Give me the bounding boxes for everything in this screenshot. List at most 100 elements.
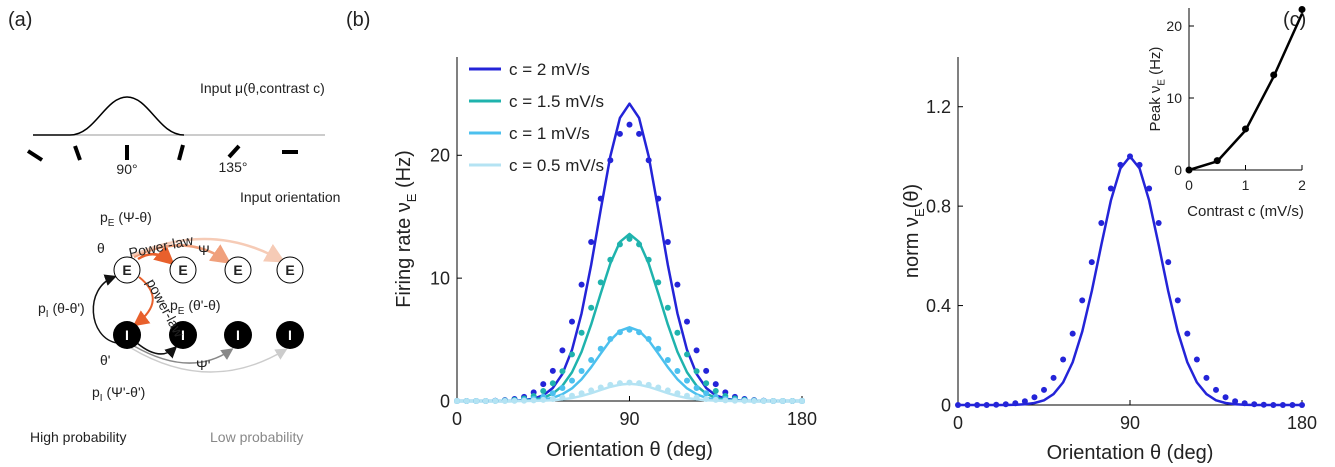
input-orientation-label: Input orientation [240, 189, 340, 205]
node-label: I [125, 327, 129, 343]
data-point [1232, 398, 1239, 405]
data-point [1079, 297, 1086, 304]
data-point [607, 335, 614, 342]
orientation-bars [26, 144, 298, 162]
tick-label: 90° [116, 161, 137, 177]
input-bump [33, 96, 185, 136]
data-point [588, 239, 595, 246]
data-point [578, 329, 585, 336]
data-point [1298, 5, 1306, 13]
data-point [1127, 153, 1133, 160]
angle-label: Ψ [198, 242, 210, 258]
data-point [1031, 394, 1038, 401]
data-point [674, 390, 681, 397]
data-point [655, 195, 662, 202]
angle-label: Ψ' [196, 357, 210, 373]
y-tick-label: 0 [941, 395, 951, 415]
data-point [1299, 402, 1305, 408]
y-tick-label: 1.2 [926, 97, 951, 117]
data-point [1060, 356, 1067, 363]
data-point [626, 235, 633, 242]
data-point [626, 121, 633, 128]
e-node [113, 256, 141, 284]
data-point [703, 396, 710, 403]
label-part: norm ν [901, 217, 923, 278]
label-part: p [92, 384, 100, 400]
data-point [703, 367, 710, 374]
series-line [958, 155, 1302, 407]
data-point [1117, 161, 1124, 168]
label-part: (Ψ'-θ') [103, 384, 146, 400]
y-tick-label: 20 [1166, 18, 1182, 34]
data-point [549, 390, 556, 397]
data-point [789, 398, 796, 404]
data-point [1041, 386, 1047, 393]
data-point [1050, 374, 1057, 381]
data-point [674, 281, 681, 288]
data-point [655, 384, 662, 391]
label-part: (Hz) [1147, 47, 1164, 80]
x-axis-label: Contrast c (mV/s) [1187, 203, 1304, 220]
data-point [693, 368, 700, 375]
label-part: (Hz) [393, 150, 415, 193]
data-point [655, 345, 662, 352]
label-sub: E [1157, 79, 1168, 86]
data-point [597, 279, 604, 286]
data-point [559, 394, 566, 401]
data-point [626, 326, 633, 333]
data-point [616, 241, 623, 248]
arrow [130, 237, 286, 263]
data-point [530, 397, 537, 404]
data-point [511, 397, 518, 404]
orientation-bar [177, 144, 185, 161]
legend-label: c = 1 mV/s [509, 124, 590, 143]
x-axis-label: Orientation θ (deg) [1047, 442, 1214, 464]
data-point [684, 351, 690, 358]
i-node [113, 321, 141, 349]
data-point [616, 329, 623, 336]
data-point [731, 397, 738, 404]
data-point [751, 398, 758, 404]
x-tick-label: 180 [1287, 413, 1317, 433]
label-part: p [100, 209, 108, 225]
data-point [597, 195, 604, 202]
data-point [645, 335, 652, 342]
data-point [664, 356, 671, 363]
data-point [1012, 400, 1019, 407]
y-axis-label: Firing rate νE (Hz) [393, 150, 419, 308]
data-point [454, 398, 460, 404]
data-point [1098, 220, 1105, 227]
arrow [133, 345, 234, 364]
x-tick-label: 2 [1298, 177, 1306, 193]
data-point [655, 279, 662, 286]
data-point [674, 368, 681, 375]
data-point [993, 401, 1000, 408]
data-point [549, 380, 556, 387]
data-point [540, 388, 547, 395]
series-line [457, 326, 802, 403]
data-point [703, 390, 710, 397]
data-point [482, 398, 489, 404]
panel-label: (b) [346, 9, 370, 31]
y-tick-label: 20 [430, 146, 450, 166]
label-part: (θ-θ') [49, 300, 85, 316]
node-label: I [236, 327, 240, 343]
node-label: I [181, 327, 185, 343]
node-label: E [233, 262, 242, 278]
y-tick-label: 10 [430, 268, 450, 288]
data-point [1002, 401, 1009, 408]
data-point [607, 157, 614, 164]
data-point [540, 396, 547, 403]
data-point [693, 384, 700, 391]
label-part: p [170, 297, 178, 313]
x-tick-label: 180 [787, 409, 817, 429]
data-point [955, 402, 961, 408]
data-point [1279, 402, 1286, 408]
data-point [741, 397, 748, 404]
data-point [463, 398, 470, 404]
data-point [684, 392, 690, 399]
data-point [636, 130, 643, 137]
data-point [645, 256, 652, 263]
label-part: Firing rate ν [393, 202, 415, 308]
